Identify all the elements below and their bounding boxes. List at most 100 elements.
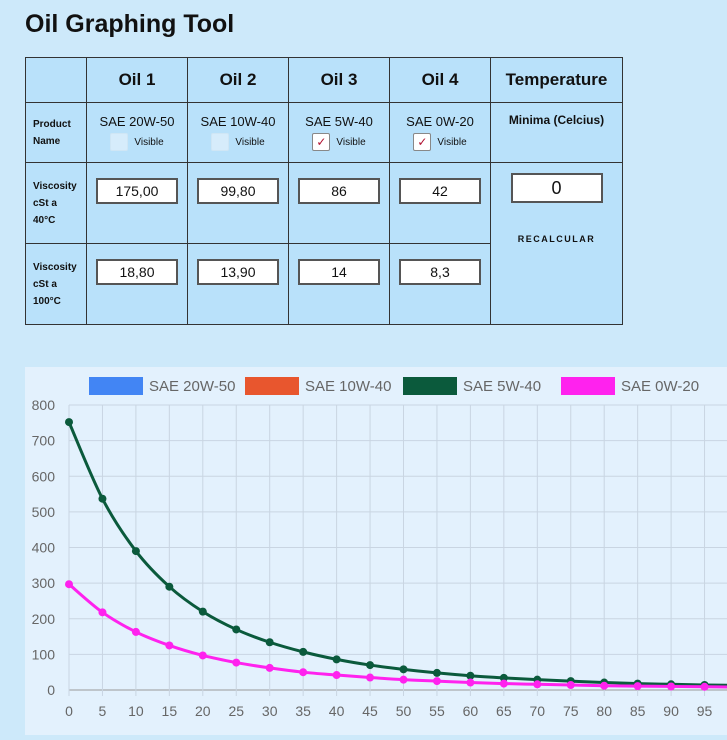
x-tick-label: 40 xyxy=(329,703,345,719)
visc40-cell: 42 xyxy=(389,162,491,244)
visc40-cell: 86 xyxy=(288,162,390,244)
page-title: Oil Graphing Tool xyxy=(25,10,235,38)
product-cell-oil-3: SAE 5W-40 ✓ Visible xyxy=(288,102,390,163)
product-cell-oil-4: SAE 0W-20 ✓ Visible xyxy=(389,102,491,163)
data-point xyxy=(499,673,508,682)
row-label-line: Viscosity xyxy=(33,180,77,192)
checkmark-icon: ✓ xyxy=(316,135,327,149)
y-tick-label: 700 xyxy=(32,433,56,449)
x-tick-label: 30 xyxy=(262,703,278,719)
visc100-cell: 8,3 xyxy=(389,243,491,325)
row-label-line: Name xyxy=(33,135,61,147)
header-oil-1: Oil 1 xyxy=(86,57,188,103)
x-tick-label: 20 xyxy=(195,703,211,719)
x-tick-label: 25 xyxy=(228,703,244,719)
data-point xyxy=(131,547,140,556)
data-point xyxy=(432,668,441,677)
data-point xyxy=(65,580,73,589)
x-tick-label: 10 xyxy=(128,703,144,719)
row-label-line: cSt a xyxy=(33,278,57,290)
recalculate-button[interactable]: RECALCULAR xyxy=(512,233,602,245)
y-tick-label: 600 xyxy=(32,468,56,484)
visible-checkbox[interactable]: ✓ xyxy=(413,133,432,151)
x-tick-label: 45 xyxy=(362,703,378,719)
data-point xyxy=(198,607,207,616)
visible-checkbox[interactable] xyxy=(110,133,129,151)
visc40-input-oil-1[interactable]: 175,00 xyxy=(96,178,178,204)
data-point xyxy=(499,679,508,688)
oil-table: Oil 1 Oil 2 Oil 3 Oil 4 Temperature Prod… xyxy=(25,57,623,325)
viscosity-chart: 0 100 200 300 400 500 600 700 800 0 5 10 15 20 25 30 35 4… xyxy=(32,377,727,719)
x-tick-label: 35 xyxy=(295,703,311,719)
data-point xyxy=(399,665,408,674)
temperature-label-cell: Minima (Celcius) xyxy=(490,102,623,163)
visible-checkbox[interactable]: ✓ xyxy=(312,133,331,151)
x-tick-label: 95 xyxy=(697,703,713,719)
data-point xyxy=(533,680,542,689)
row-label-line: Viscosity xyxy=(33,261,77,273)
data-point xyxy=(399,675,408,684)
temperature-input-cell: 0 RECALCULAR xyxy=(490,162,623,325)
data-point xyxy=(65,418,73,427)
temperature-input[interactable]: 0 xyxy=(510,173,603,203)
legend-label: SAE 20W-50 xyxy=(149,378,235,395)
chart-area: 0 100 200 300 400 500 600 700 800 0 5 10 15 20 25 30 35 4… xyxy=(25,367,727,735)
product-name: SAE 10W-40 xyxy=(200,114,276,129)
x-tick-label: 15 xyxy=(162,703,178,719)
row-label-line: Product xyxy=(33,118,71,130)
header-oil-4: Oil 4 xyxy=(389,57,491,103)
data-point xyxy=(198,651,207,660)
visc100-input-oil-2[interactable]: 13,90 xyxy=(197,259,279,285)
data-point xyxy=(432,677,441,686)
data-point xyxy=(131,627,140,636)
visc100-input-oil-4[interactable]: 8,3 xyxy=(399,259,481,285)
visc40-input-oil-2[interactable]: 99,80 xyxy=(197,178,279,204)
series-line xyxy=(68,583,727,689)
legend-label: SAE 10W-40 xyxy=(305,378,391,395)
legend-swatch xyxy=(561,377,615,395)
header-oil-3: Oil 3 xyxy=(288,57,390,103)
row-label-visc40: Viscosity cSt a 40°C xyxy=(25,162,87,244)
legend-swatch xyxy=(89,377,143,395)
row-label-line: cSt a xyxy=(33,197,57,209)
x-tick-label: 55 xyxy=(429,703,445,719)
product-cell-oil-2: SAE 10W-40 Visible xyxy=(187,102,289,163)
x-tick-label: 65 xyxy=(496,703,512,719)
data-point xyxy=(265,638,274,647)
x-tick-label: 50 xyxy=(396,703,412,719)
y-tick-label: 300 xyxy=(32,575,56,591)
data-point xyxy=(232,625,241,634)
x-tick-label: 85 xyxy=(630,703,646,719)
data-point xyxy=(332,655,341,664)
data-point xyxy=(299,668,308,677)
visc100-cell: 18,80 xyxy=(86,243,188,325)
x-tick-label: 5 xyxy=(99,703,107,719)
visible-checkbox[interactable] xyxy=(211,133,230,151)
temperature-label: Minima (Celcius) xyxy=(508,113,605,127)
product-cell-oil-1: SAE 20W-50 Visible xyxy=(86,102,188,163)
data-point xyxy=(466,678,475,687)
data-point xyxy=(165,641,174,650)
x-tick-label: 0 xyxy=(65,703,73,719)
visc40-cell: 99,80 xyxy=(187,162,289,244)
row-label-visc100: Viscosity cSt a 100°C xyxy=(25,243,87,325)
data-point xyxy=(299,647,308,656)
visc100-input-oil-1[interactable]: 18,80 xyxy=(96,259,178,285)
product-name: SAE 0W-20 xyxy=(406,114,474,129)
visc100-input-oil-3[interactable]: 14 xyxy=(298,259,380,285)
visc40-input-oil-4[interactable]: 42 xyxy=(399,178,481,204)
y-tick-label: 800 xyxy=(32,397,56,413)
data-point xyxy=(667,682,676,691)
visible-label: Visible xyxy=(437,136,467,148)
data-point xyxy=(566,681,575,690)
visc100-cell: 13,90 xyxy=(187,243,289,325)
row-label-product: Product Name xyxy=(25,102,87,163)
x-tick-label: 70 xyxy=(530,703,546,719)
row-label-line: 100°C xyxy=(33,295,61,307)
visc40-input-oil-3[interactable]: 86 xyxy=(298,178,380,204)
data-point xyxy=(232,658,241,667)
data-point xyxy=(332,671,341,680)
x-tick-label: 80 xyxy=(596,703,612,719)
data-point xyxy=(633,682,642,691)
data-point xyxy=(366,661,375,670)
